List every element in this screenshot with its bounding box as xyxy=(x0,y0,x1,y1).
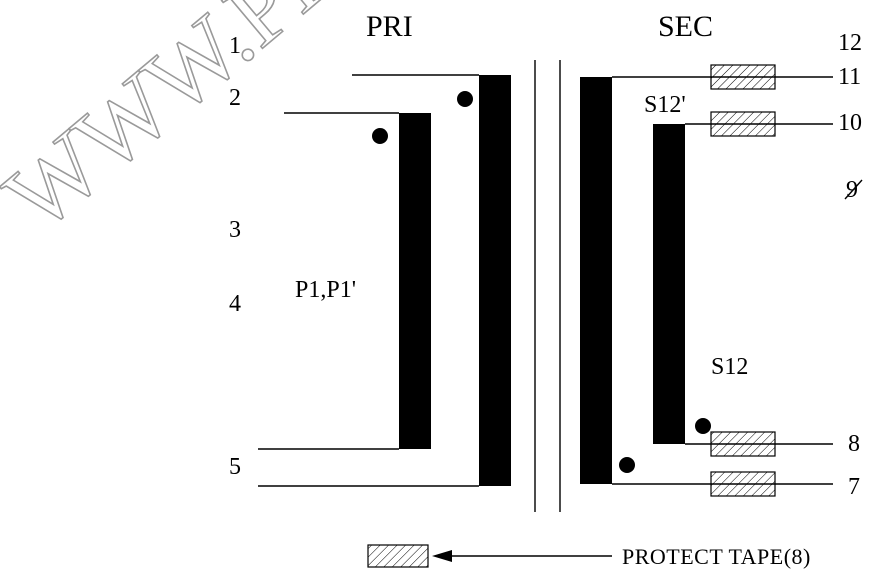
secondary-title: SEC xyxy=(658,10,713,43)
legend-tape-swatch xyxy=(367,544,429,568)
pin-9-label: 9 xyxy=(844,177,863,203)
watermark: WWW.PRS xyxy=(0,0,405,252)
polarity-dot xyxy=(457,91,473,107)
pin-4-label: 4 xyxy=(229,291,241,317)
legend-arrow-head xyxy=(432,550,452,562)
protect-tape xyxy=(710,111,776,137)
secondary-winding-inner xyxy=(653,124,685,444)
primary-title: PRI xyxy=(366,10,413,43)
legend: PROTECT TAPE(8) xyxy=(367,544,811,569)
pin-2-label: 2 xyxy=(229,85,241,111)
pin-3-label: 3 xyxy=(229,217,241,243)
pin-12-label: 12 xyxy=(838,30,862,56)
pin-8-label: 8 xyxy=(848,431,860,457)
winding-label-s12: S12 xyxy=(711,354,748,380)
primary-winding-inner xyxy=(399,113,431,449)
pin-5-label: 5 xyxy=(229,454,241,480)
protect-tape xyxy=(710,64,776,90)
svg-text:9: 9 xyxy=(846,177,858,203)
legend-label: PROTECT TAPE(8) xyxy=(622,544,811,569)
pin-11-label: 11 xyxy=(838,64,861,90)
polarity-dot xyxy=(372,128,388,144)
pin-10-label: 10 xyxy=(838,110,862,136)
pin-7-label: 7 xyxy=(848,474,860,500)
protect-tape xyxy=(710,471,776,497)
polarity-dot xyxy=(619,457,635,473)
secondary-winding-outer xyxy=(580,77,612,484)
svg-text:WWW.PRS: WWW.PRS xyxy=(0,0,404,251)
pin-1-label: 1 xyxy=(229,33,241,59)
primary-winding-outer xyxy=(479,75,511,486)
protect-tape xyxy=(710,431,776,457)
winding-label-primary: P1,P1' xyxy=(295,277,356,303)
polarity-dot xyxy=(695,418,711,434)
winding-label-s12-prime: S12' xyxy=(644,92,686,118)
